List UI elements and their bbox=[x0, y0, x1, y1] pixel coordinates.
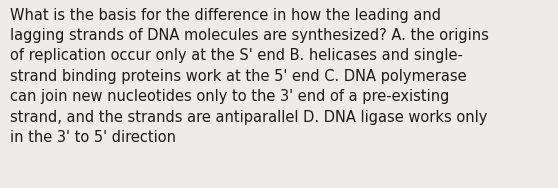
Text: What is the basis for the difference in how the leading and
lagging strands of D: What is the basis for the difference in … bbox=[10, 8, 489, 145]
